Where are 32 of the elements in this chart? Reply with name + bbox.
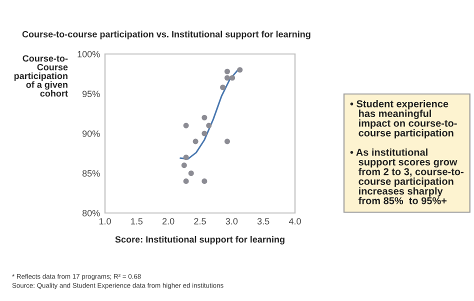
y-tick-label: 100%	[78, 50, 100, 58]
x-tick-label: 4.0	[288, 218, 301, 224]
point	[220, 84, 226, 90]
y-tick-label: 85%	[82, 170, 100, 177]
point	[202, 130, 208, 136]
point	[202, 178, 208, 184]
point	[192, 138, 198, 144]
point	[224, 75, 230, 81]
point	[230, 75, 236, 81]
x-axis-title: Score: Institutional support for learning	[115, 236, 284, 244]
x-tick-label: 2.5	[194, 218, 206, 224]
point	[224, 68, 230, 74]
point	[183, 122, 189, 128]
x-tick-label: 3.0	[226, 218, 238, 224]
point	[188, 170, 194, 176]
x-tick-label: 1.0	[99, 218, 111, 224]
point	[181, 162, 187, 168]
text: • Student experience has meaningful impact on course-to- course participation • As institutional support scores grow from 2 to 3, course-to- course participation increases sharply from 85% to 95%+	[350, 100, 464, 204]
y-axis-title: Course-to- Course participation of a given cohort	[14, 55, 68, 97]
point	[183, 154, 189, 160]
y-tick-label: 80%	[82, 210, 100, 216]
point	[237, 67, 243, 73]
point	[206, 122, 212, 128]
point	[202, 114, 208, 120]
y-tick-label: 90%	[82, 130, 100, 137]
x-tick-label: 2.0	[162, 218, 174, 224]
chart-title: Course-to-course participation vs. Institutional support for learning	[22, 30, 310, 40]
point	[224, 138, 230, 144]
point	[183, 178, 189, 184]
x-tick-label: 1.5	[131, 218, 143, 224]
x-tick-label: 3.5	[257, 218, 270, 224]
y-tick-label: 95%	[82, 90, 100, 98]
